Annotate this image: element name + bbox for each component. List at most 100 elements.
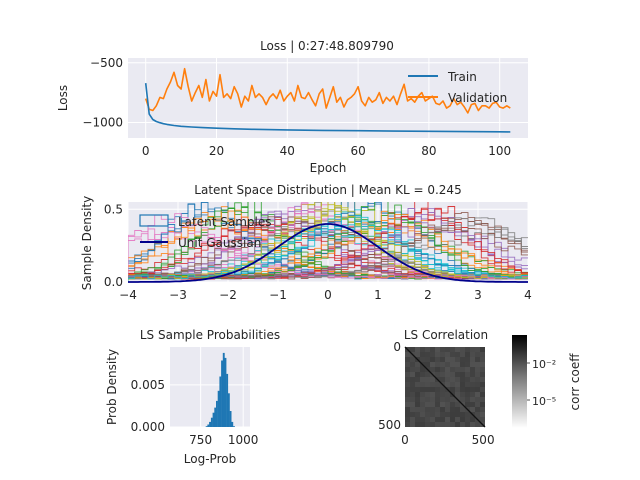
corr-cell: [480, 412, 485, 417]
corr-cell: [415, 392, 420, 397]
corr-cell: [405, 367, 410, 372]
corr-cell: [435, 407, 440, 412]
prob-bar: [207, 424, 210, 427]
corr-title: LS Correlation: [404, 328, 488, 342]
corr-cell: [460, 347, 465, 352]
corr-cell: [460, 417, 465, 422]
corr-cell: [475, 422, 480, 427]
latent-ytick-label: 0.0: [104, 275, 123, 289]
corr-cell: [410, 402, 415, 407]
loss-legend: Train Validation: [408, 70, 507, 105]
corr-cell: [425, 392, 430, 397]
corr-cell: [470, 417, 475, 422]
corr-cell: [435, 397, 440, 402]
latent-xtick-label: −1: [269, 288, 287, 302]
prob-bar: [205, 426, 208, 427]
corr-cell: [425, 382, 430, 387]
corr-xtick-label: 500: [472, 433, 495, 447]
loss-xlabel: Epoch: [310, 161, 347, 175]
corr-cell: [460, 382, 465, 387]
prob-xtick-label: 750: [189, 433, 212, 447]
corr-cell: [450, 422, 455, 427]
corr-cell: [430, 422, 435, 427]
latent-xtick-label: 1: [374, 288, 382, 302]
loss-plot-area: [128, 58, 528, 138]
corr-cell: [435, 352, 440, 357]
corr-cell: [405, 397, 410, 402]
corr-cell: [420, 347, 425, 352]
corr-cell: [460, 352, 465, 357]
corr-cell: [450, 387, 455, 392]
prob-bar: [221, 360, 223, 427]
colorbar: 10⁻² 10⁻⁵ corr coeff: [512, 335, 582, 428]
corr-cell: [465, 422, 470, 427]
corr-cell: [455, 372, 460, 377]
latent-histograms: [128, 202, 528, 282]
corr-cell: [460, 387, 465, 392]
prob-bar: [222, 352, 225, 427]
corr-cell: [455, 412, 460, 417]
latent-panel: Latent Space Distribution | Mean KL = 0.…: [80, 183, 532, 302]
corr-cell: [450, 352, 455, 357]
probabilities-panel: LS Sample Probabilities 750 1000 0.0000.0…: [105, 328, 280, 466]
latent-dimension-histogram: [128, 227, 528, 282]
loss-ytick-label: −500: [90, 56, 123, 70]
corr-cell: [455, 367, 460, 372]
corr-cell: [425, 397, 430, 402]
corr-cell: [430, 397, 435, 402]
latent-xtick-label: −2: [219, 288, 237, 302]
corr-cell: [455, 392, 460, 397]
corr-cell: [480, 382, 485, 387]
corr-cell: [435, 362, 440, 367]
corr-cell: [415, 397, 420, 402]
corr-xtick-label: 0: [401, 433, 409, 447]
corr-cell: [465, 392, 470, 397]
corr-cell: [450, 397, 455, 402]
corr-cell: [460, 422, 465, 427]
corr-cell: [460, 367, 465, 372]
corr-cell: [435, 357, 440, 362]
corr-cell: [475, 397, 480, 402]
corr-cell: [420, 417, 425, 422]
corr-cell: [405, 412, 410, 417]
corr-cell: [475, 357, 480, 362]
corr-cell: [405, 407, 410, 412]
corr-cell: [410, 357, 415, 362]
corr-cell: [425, 387, 430, 392]
corr-cell: [420, 397, 425, 402]
corr-cell: [405, 392, 410, 397]
corr-cell: [420, 402, 425, 407]
corr-cell: [455, 357, 460, 362]
corr-cell: [415, 382, 420, 387]
prob-ytick-label: 0.005: [131, 378, 165, 392]
corr-cell: [465, 372, 470, 377]
corr-cell: [420, 372, 425, 377]
loss-xtick-label: 40: [280, 144, 295, 158]
prob-bar: [210, 417, 213, 427]
corr-cell: [465, 367, 470, 372]
corr-cell: [405, 382, 410, 387]
corr-cell: [445, 367, 450, 372]
corr-cell: [430, 407, 435, 412]
corr-cell: [450, 417, 455, 422]
corr-cell: [470, 362, 475, 367]
corr-cell: [435, 422, 440, 427]
corr-cell: [440, 422, 445, 427]
corr-cell: [440, 392, 445, 397]
corr-cell: [440, 347, 445, 352]
corr-cell: [425, 417, 430, 422]
corr-cell: [405, 362, 410, 367]
corr-cell: [470, 387, 475, 392]
corr-cell: [450, 357, 455, 362]
corr-cell: [470, 347, 475, 352]
corr-cell: [460, 412, 465, 417]
latent-dimension-histogram: [128, 221, 528, 282]
corr-cell: [455, 352, 460, 357]
legend-train-label: Train: [447, 70, 477, 84]
corr-cell: [435, 402, 440, 407]
corr-cell: [435, 382, 440, 387]
corr-cell: [410, 417, 415, 422]
corr-ytick-label: 500: [378, 418, 401, 432]
corr-cell: [475, 347, 480, 352]
